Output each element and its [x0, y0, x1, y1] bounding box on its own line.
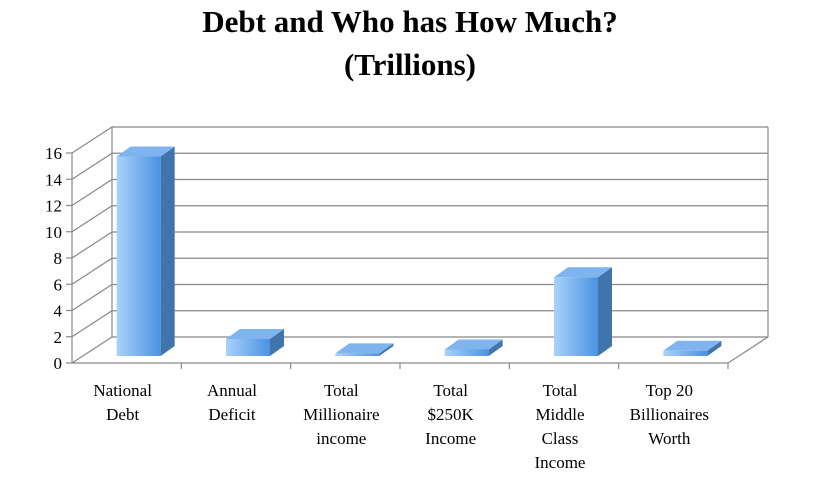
grid-line [71, 205, 768, 233]
grid-line [71, 257, 768, 285]
bar-top [554, 267, 612, 278]
bar-top [663, 340, 722, 351]
bar-front [554, 277, 598, 356]
bar-front [444, 349, 489, 356]
bar-top [444, 339, 503, 350]
bar [444, 339, 503, 356]
x-tick-label: Top 20 Billionaires Worth [630, 381, 709, 448]
bar [663, 340, 722, 356]
bar-front [116, 156, 161, 356]
bar-side [379, 343, 394, 356]
bar-side [488, 339, 503, 356]
chart-title: Debt and Who has How Much? (Trillions) [202, 4, 617, 82]
grid-line [71, 231, 768, 259]
grid-line [71, 283, 768, 312]
x-tick-label: Total Middle Class Income [535, 381, 586, 472]
bar [116, 146, 175, 356]
y-tick-label: 14 [45, 170, 63, 189]
bar-front [226, 338, 270, 356]
grid-line [71, 178, 768, 207]
grid-line [71, 310, 768, 338]
grid-line [71, 152, 768, 180]
x-tick-label: Annual Deficit [207, 381, 257, 424]
bar-front [663, 350, 708, 356]
y-tick-label: 10 [45, 223, 62, 242]
x-tick-label: National Debt [93, 381, 152, 424]
bar-front [335, 353, 380, 356]
grid-line [71, 126, 768, 154]
bar [554, 267, 612, 356]
bar-top [116, 146, 175, 157]
bar-top [226, 328, 284, 339]
grid-line [71, 336, 768, 364]
y-tick-label: 4 [54, 302, 63, 321]
bar [335, 343, 394, 356]
floor-edge [727, 336, 769, 364]
bar [226, 328, 284, 356]
bar-side [270, 328, 284, 356]
y-tick-label: 6 [54, 275, 63, 294]
y-tick-label: 16 [45, 144, 62, 163]
bar-side [707, 340, 722, 356]
y-tick-label: 12 [45, 197, 62, 216]
x-tick-label: Total Millionaire income [303, 381, 379, 448]
x-tick-label: Total $250K Income [425, 381, 476, 448]
y-tick-label: 2 [54, 328, 63, 347]
bar-side [598, 267, 612, 356]
y-tick-label: 0 [54, 354, 63, 373]
bar-side [160, 146, 175, 356]
bar-top [335, 343, 394, 354]
y-tick-label: 8 [54, 249, 63, 268]
